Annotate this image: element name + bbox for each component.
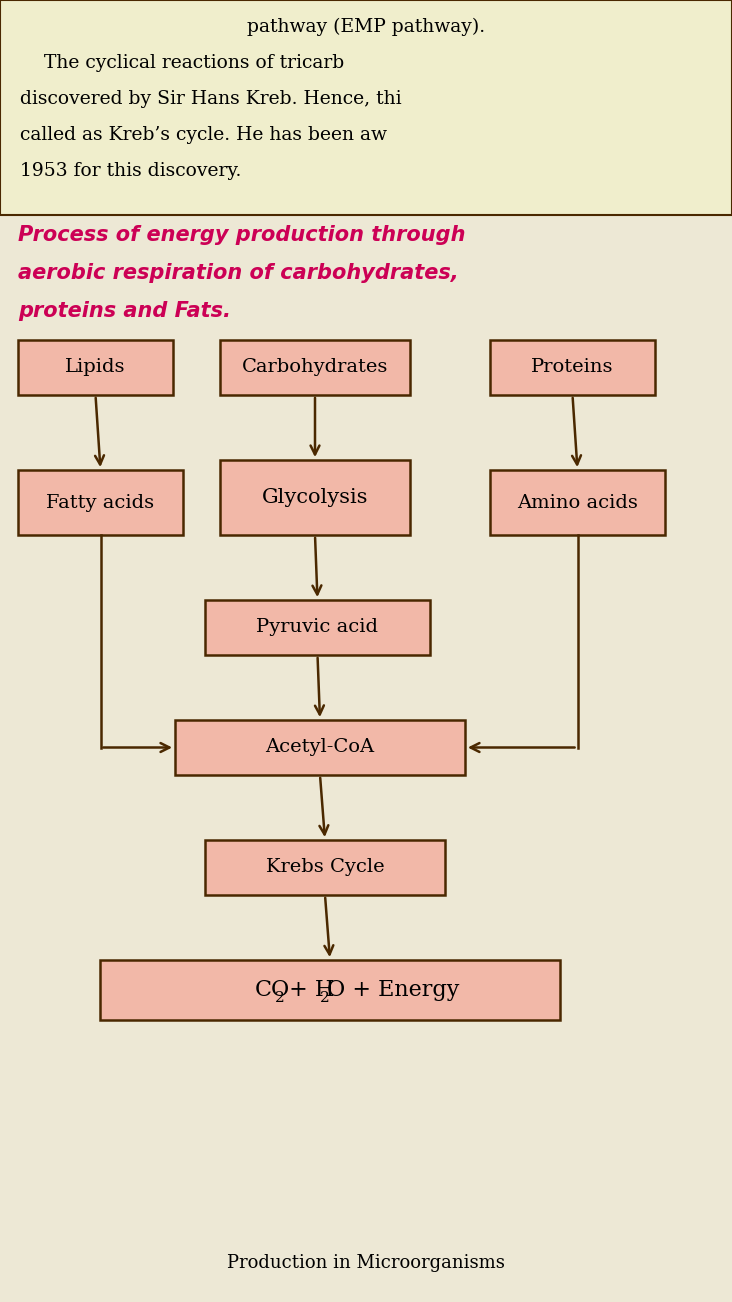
Bar — [205, 840, 445, 894]
Text: CO: CO — [255, 979, 291, 1001]
Text: pathway (EMP pathway).: pathway (EMP pathway). — [247, 18, 485, 36]
Bar — [205, 600, 430, 655]
Text: discovered by Sir Hans Kreb. Hence, thi: discovered by Sir Hans Kreb. Hence, thi — [20, 90, 402, 108]
Text: O + Energy: O + Energy — [327, 979, 460, 1001]
Text: Proteins: Proteins — [531, 358, 613, 376]
Bar — [175, 720, 465, 775]
Text: Pyruvic acid: Pyruvic acid — [256, 618, 378, 637]
Bar — [100, 960, 560, 1019]
Bar — [220, 340, 410, 395]
Text: Acetyl-CoA: Acetyl-CoA — [266, 738, 375, 756]
Bar — [220, 460, 410, 535]
Text: Carbohydrates: Carbohydrates — [242, 358, 388, 376]
Bar — [18, 470, 183, 535]
Text: Amino acids: Amino acids — [517, 493, 638, 512]
Bar — [0, 0, 732, 215]
Text: 2: 2 — [320, 991, 329, 1005]
Text: 2: 2 — [275, 991, 285, 1005]
Text: + H: + H — [282, 979, 335, 1001]
Bar — [490, 340, 655, 395]
Text: 1953 for this discovery.: 1953 for this discovery. — [20, 161, 242, 180]
Text: proteins and Fats.: proteins and Fats. — [18, 301, 231, 322]
Text: Lipids: Lipids — [65, 358, 126, 376]
Bar — [490, 470, 665, 535]
Text: Krebs Cycle: Krebs Cycle — [266, 858, 384, 876]
Text: Fatty acids: Fatty acids — [46, 493, 154, 512]
Text: called as Kreb’s cycle. He has been aw: called as Kreb’s cycle. He has been aw — [20, 126, 387, 145]
Text: Production in Microorganisms: Production in Microorganisms — [227, 1254, 505, 1272]
Text: The cyclical reactions of tricarb: The cyclical reactions of tricarb — [20, 53, 344, 72]
Text: Glycolysis: Glycolysis — [262, 488, 368, 506]
Bar — [18, 340, 173, 395]
Text: aerobic respiration of carbohydrates,: aerobic respiration of carbohydrates, — [18, 263, 459, 283]
Text: Process of energy production through: Process of energy production through — [18, 225, 466, 245]
